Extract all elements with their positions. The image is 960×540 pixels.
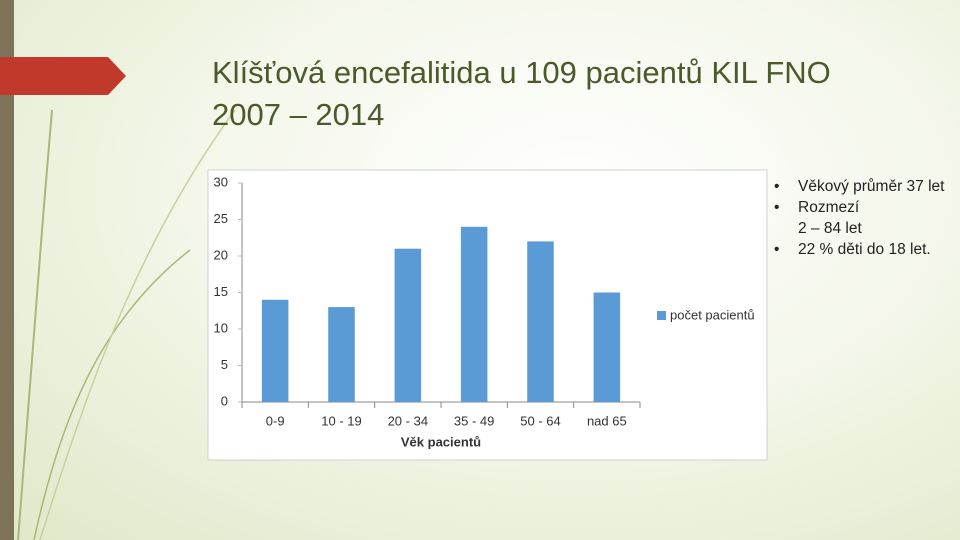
bar (593, 292, 621, 402)
legend-label: počet pacientů (670, 307, 755, 322)
y-tick-label: 0 (221, 393, 228, 408)
bullet: 22 % děti do 18 let. (772, 239, 957, 260)
x-tick-label: 35 - 49 (454, 413, 494, 428)
bullet-continuation: 2 – 84 let (798, 220, 862, 237)
deco-curve (33, 249, 191, 540)
title-line: 2007 – 2014 (212, 97, 385, 132)
y-tick-label: 10 (214, 320, 228, 335)
x-tick-label: 20 - 34 (388, 413, 428, 428)
bullet: Rozmezí (772, 197, 957, 218)
bullet-list: Věkový průměr 37 let Rozmezí 2 – 84 let … (772, 176, 957, 260)
legend-swatch (657, 311, 666, 320)
x-axis-title: Věk pacientů (401, 434, 481, 449)
x-tick-label: nad 65 (587, 413, 627, 428)
bullet: Věkový průměr 37 let (772, 176, 957, 197)
y-tick-label: 25 (214, 211, 228, 226)
bar (261, 299, 289, 402)
x-tick-label: 50 - 64 (520, 413, 560, 428)
deco-curve (17, 109, 53, 540)
chart-frame (207, 169, 768, 461)
bar (460, 226, 488, 402)
bar (328, 307, 355, 402)
y-tick-label: 15 (214, 284, 228, 299)
bar (527, 241, 554, 402)
bar (394, 248, 422, 402)
x-tick-label: 10 - 19 (321, 413, 361, 428)
slide-title: Klíšťová encefalitida u 109 pacientů KIL… (212, 52, 852, 136)
deco-curve (39, 109, 236, 540)
title-arrow (0, 57, 126, 95)
title-line: Klíšťová encefalitida u 109 pacientů KIL… (212, 55, 831, 90)
side-stripe (0, 0, 14, 540)
y-tick-label: 30 (214, 174, 228, 189)
x-tick-label: 0-9 (266, 413, 285, 428)
y-tick-label: 5 (221, 357, 228, 372)
y-tick-label: 20 (214, 247, 228, 262)
